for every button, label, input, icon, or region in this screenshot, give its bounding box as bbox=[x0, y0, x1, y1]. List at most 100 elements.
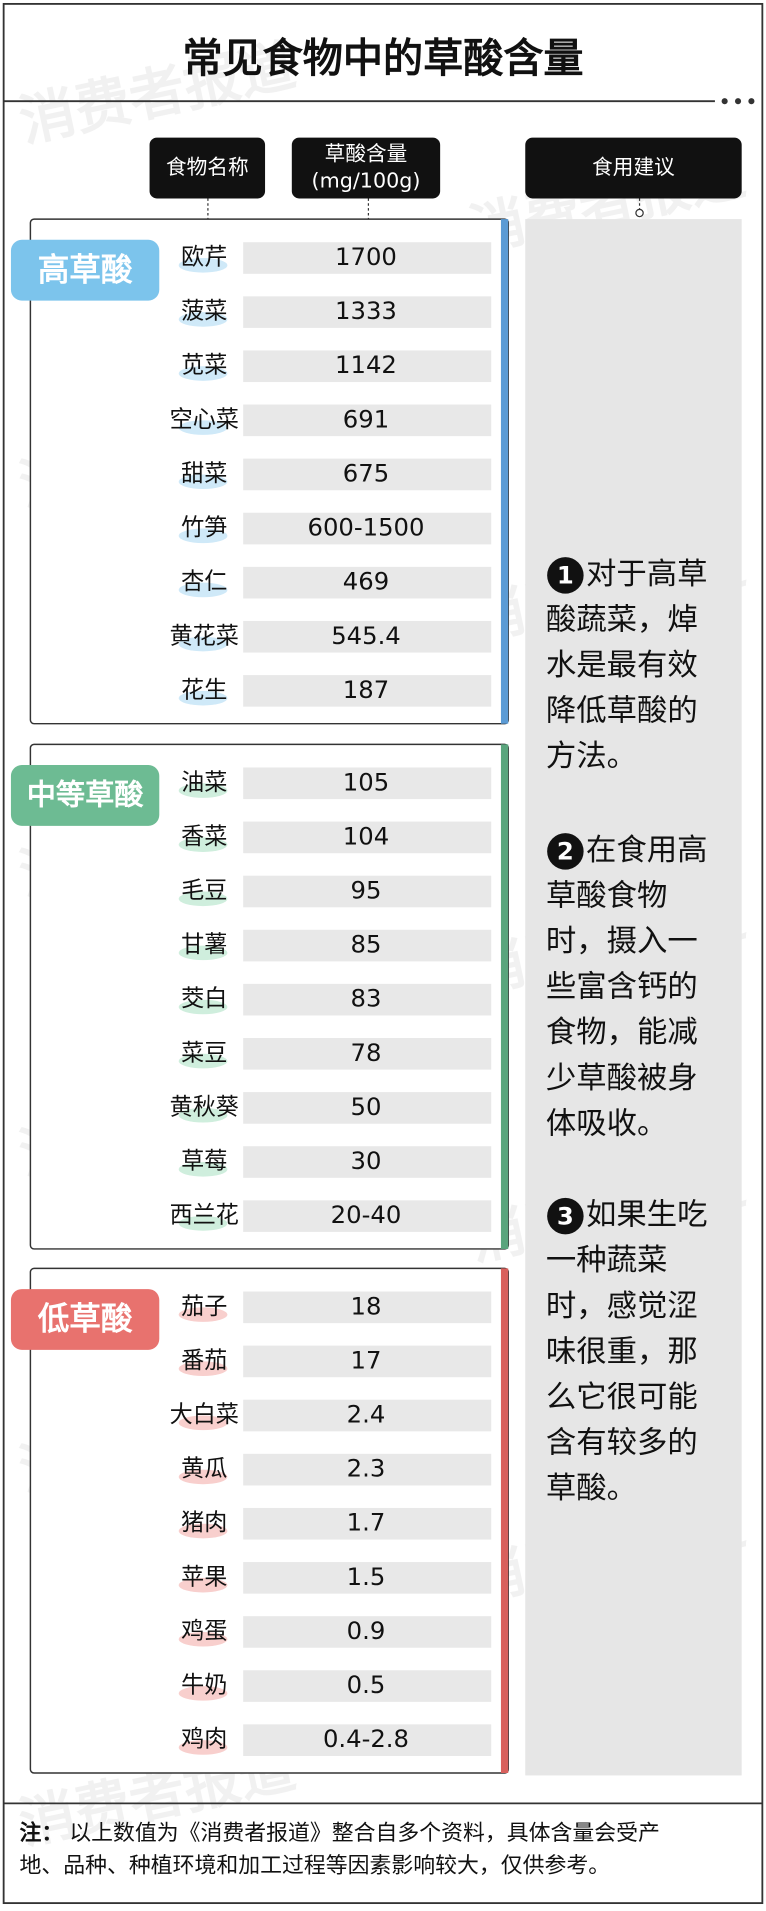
value-bar bbox=[243, 350, 492, 383]
advice-line: 么它很可能 bbox=[546, 1380, 698, 1415]
name-highlight bbox=[178, 582, 228, 598]
name-highlight bbox=[178, 1577, 228, 1593]
name-highlight bbox=[178, 636, 228, 652]
name-highlight bbox=[178, 1415, 228, 1431]
food-value: 1.7 bbox=[347, 1508, 386, 1537]
advice-line: 在食用高 bbox=[586, 833, 708, 868]
value-bar bbox=[243, 1399, 492, 1432]
value-bar bbox=[243, 1146, 492, 1178]
food-value: 95 bbox=[351, 875, 382, 904]
food-value: 1333 bbox=[335, 296, 397, 325]
value-bar bbox=[243, 1291, 492, 1324]
group-edge bbox=[500, 744, 509, 1249]
value-bar bbox=[243, 675, 492, 707]
food-name: 黄秋葵 bbox=[170, 1094, 239, 1120]
value-bar bbox=[243, 767, 492, 800]
value-bar bbox=[243, 1507, 492, 1540]
name-highlight bbox=[178, 1162, 228, 1177]
advice-line: 味很重，那 bbox=[546, 1334, 698, 1369]
dot bbox=[748, 98, 755, 105]
advice-line: 少草酸被身 bbox=[546, 1061, 698, 1096]
food-value: 0.9 bbox=[347, 1616, 386, 1645]
value-bar bbox=[243, 404, 492, 437]
advice-line: 体吸收。 bbox=[546, 1106, 668, 1141]
food-name: 大白菜 bbox=[170, 1402, 239, 1428]
food-name: 竹笋 bbox=[181, 515, 227, 541]
name-highlight bbox=[178, 1307, 228, 1322]
food-value: 2.3 bbox=[347, 1454, 386, 1483]
name-highlight bbox=[178, 258, 228, 273]
note-line: 以上数值为《消费者报道》整合自多个资料，具体含量会受产 bbox=[69, 1821, 660, 1846]
advice-number: 1 bbox=[557, 561, 574, 590]
name-highlight bbox=[178, 1686, 228, 1701]
name-highlight bbox=[178, 999, 228, 1015]
dot bbox=[734, 98, 742, 105]
food-name: 花生 bbox=[181, 677, 227, 703]
advice-line: 草酸。 bbox=[546, 1471, 637, 1506]
name-highlight bbox=[178, 1469, 228, 1485]
group-label: 低草酸 bbox=[37, 1302, 133, 1338]
value-bar bbox=[243, 821, 492, 854]
food-value: 85 bbox=[351, 930, 382, 959]
advice-line: 一种蔬菜 bbox=[546, 1243, 668, 1278]
advice-number-bg bbox=[547, 557, 584, 594]
food-value: 2.4 bbox=[347, 1400, 386, 1429]
value-bar bbox=[243, 242, 492, 274]
food-name: 油菜 bbox=[181, 770, 227, 796]
name-highlight bbox=[178, 1631, 228, 1647]
food-value: 104 bbox=[343, 821, 389, 850]
value-bar bbox=[243, 983, 492, 1016]
value-bar bbox=[243, 512, 492, 545]
value-bar bbox=[243, 1670, 492, 1702]
value-bar bbox=[243, 620, 492, 653]
food-value: 0.5 bbox=[347, 1670, 386, 1699]
food-name: 西兰花 bbox=[170, 1203, 239, 1229]
name-highlight bbox=[178, 1740, 228, 1755]
food-name: 苋菜 bbox=[181, 353, 227, 379]
food-value: 83 bbox=[351, 984, 382, 1013]
food-value: 1700 bbox=[335, 242, 397, 271]
group-edge bbox=[500, 1268, 509, 1773]
food-name: 菠菜 bbox=[181, 299, 227, 325]
value-bar bbox=[243, 1724, 492, 1756]
header-box bbox=[149, 137, 266, 199]
name-highlight bbox=[178, 1216, 228, 1231]
name-highlight bbox=[178, 837, 228, 852]
header-name: 食物名称 bbox=[166, 155, 249, 179]
food-name: 欧芹 bbox=[181, 245, 227, 271]
header-content: 草酸含量 bbox=[325, 142, 408, 166]
food-name: 鸡蛋 bbox=[181, 1618, 227, 1644]
group-label: 高草酸 bbox=[38, 252, 133, 288]
value-bar bbox=[243, 1453, 492, 1486]
food-value: 20-40 bbox=[331, 1200, 402, 1229]
group-label-bg bbox=[10, 765, 160, 826]
group-label: 中等草酸 bbox=[27, 778, 145, 812]
name-highlight bbox=[178, 474, 228, 490]
connector-dot bbox=[635, 208, 644, 218]
food-name: 菜豆 bbox=[181, 1040, 227, 1066]
group-edge bbox=[500, 219, 509, 724]
food-value: 105 bbox=[343, 767, 389, 796]
value-bar bbox=[243, 566, 492, 599]
advice-line: 方法。 bbox=[546, 739, 637, 774]
advice-line: 草酸食物 bbox=[546, 878, 668, 913]
name-highlight bbox=[178, 1107, 228, 1123]
food-value: 0.4-2.8 bbox=[323, 1724, 409, 1753]
food-name: 苹果 bbox=[181, 1564, 227, 1590]
food-value: 30 bbox=[351, 1146, 382, 1175]
food-name: 茄子 bbox=[181, 1294, 227, 1320]
food-value: 675 bbox=[343, 458, 389, 487]
header-box bbox=[291, 137, 441, 199]
food-name: 甜菜 bbox=[181, 461, 227, 487]
advice-column bbox=[525, 219, 742, 1776]
name-highlight bbox=[178, 783, 228, 798]
header-advice: 食用建议 bbox=[592, 155, 675, 179]
food-value: 50 bbox=[351, 1092, 382, 1121]
value-bar bbox=[243, 1092, 492, 1124]
content: 高草酸 欧芹 1700 菠菜 1333 苋菜 1142 空心菜 691 甜菜 675 竹笋 600-15… bbox=[10, 218, 708, 1879]
food-value: 1.5 bbox=[347, 1562, 386, 1591]
advice-line: 对于高草 bbox=[586, 557, 708, 592]
food-value: 78 bbox=[351, 1038, 382, 1067]
